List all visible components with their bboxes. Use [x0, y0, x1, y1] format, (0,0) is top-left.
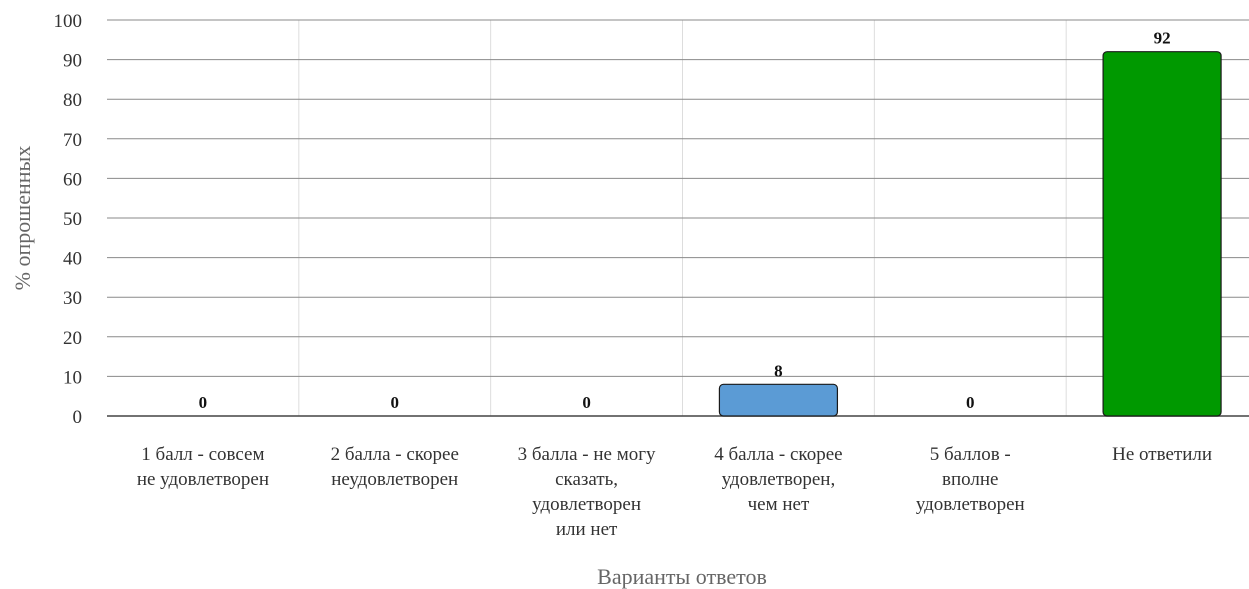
data-label: 0	[199, 393, 208, 412]
data-label: 92	[1154, 29, 1171, 48]
grid	[107, 19, 1249, 417]
bars	[718, 51, 1222, 417]
y-tick-label: 10	[63, 367, 82, 388]
data-label: 0	[391, 393, 400, 412]
bar	[718, 383, 839, 417]
y-tick-label: 30	[63, 288, 82, 309]
y-tick-label: 50	[63, 209, 82, 230]
y-tick-label: 0	[73, 407, 83, 428]
x-category-label: 4 балла - скорее удовлетворен, чем нет	[714, 444, 842, 515]
data-labels: 0 0 0 8 0 92	[199, 29, 1171, 412]
bar	[1102, 51, 1222, 417]
data-label: 0	[582, 393, 591, 412]
y-tick-label: 60	[63, 169, 82, 190]
x-category-label: Не ответили	[1112, 444, 1212, 465]
x-axis-title: Варианты ответов	[597, 564, 767, 589]
y-tick-label: 70	[63, 130, 82, 151]
x-category-label: 2 балла - скорее неудовлетворен	[331, 444, 459, 490]
x-axis-categories: 1 балл - совсем не удовлетворен 2 балла - …	[137, 444, 1212, 540]
y-tick-label: 20	[63, 328, 82, 349]
y-tick-label: 90	[63, 51, 82, 72]
y-axis-title: % опрошенных	[10, 146, 35, 291]
data-label: 8	[774, 361, 783, 380]
y-tick-label: 40	[63, 249, 82, 270]
y-axis-ticks: 0 10 20 30 40 50 60 70 80 90 100	[54, 11, 83, 428]
x-category-label: 1 балл - совсем не удовлетворен	[137, 444, 269, 490]
y-tick-label: 100	[54, 11, 83, 32]
y-tick-label: 80	[63, 90, 82, 111]
x-category-label: 5 баллов -вполне удовлетворен	[916, 444, 1025, 515]
x-category-label: 3 балла - не могу сказать, удовлетворен или…	[518, 444, 656, 540]
data-label: 0	[966, 393, 975, 412]
